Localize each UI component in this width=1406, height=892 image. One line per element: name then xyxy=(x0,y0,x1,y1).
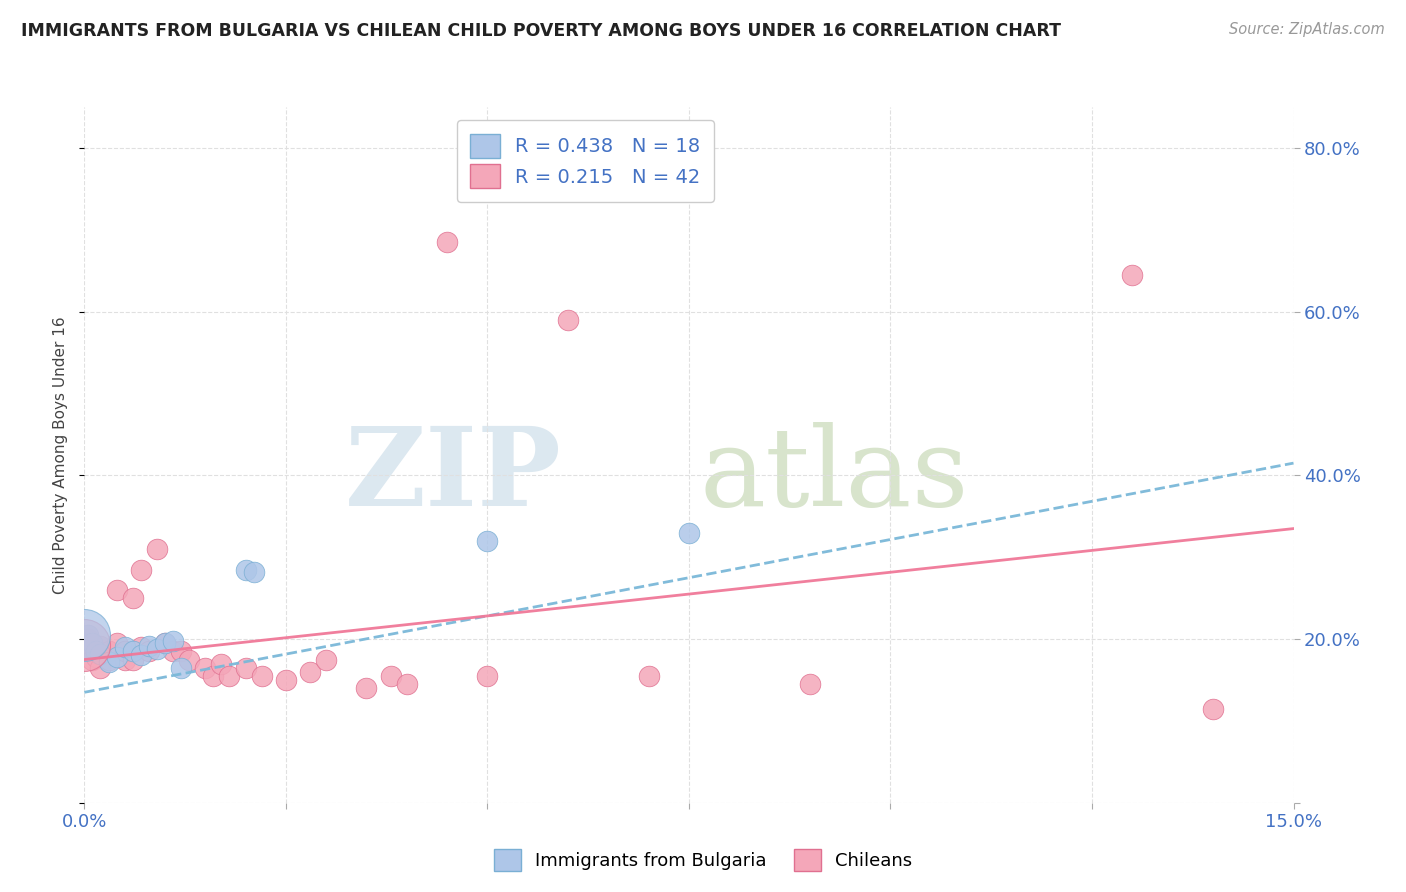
Point xyxy=(218,669,240,683)
Point xyxy=(153,636,176,650)
Text: IMMIGRANTS FROM BULGARIA VS CHILEAN CHILD POVERTY AMONG BOYS UNDER 16 CORRELATIO: IMMIGRANTS FROM BULGARIA VS CHILEAN CHIL… xyxy=(21,22,1062,40)
Point xyxy=(114,652,136,666)
Point xyxy=(1121,268,1143,282)
Point xyxy=(105,636,128,650)
Point xyxy=(477,533,499,548)
Point xyxy=(97,655,120,669)
Point xyxy=(82,652,104,666)
Point xyxy=(170,644,193,658)
Point xyxy=(356,681,378,696)
Text: atlas: atlas xyxy=(699,422,969,529)
Point xyxy=(146,542,169,557)
Point xyxy=(82,644,104,658)
Point xyxy=(395,677,418,691)
Point xyxy=(89,639,111,653)
Point xyxy=(73,628,96,642)
Point xyxy=(235,661,257,675)
Point xyxy=(162,633,184,648)
Point xyxy=(202,669,225,683)
Point xyxy=(114,644,136,658)
Point xyxy=(436,235,458,249)
Point xyxy=(86,650,108,665)
Point xyxy=(138,644,160,658)
Point xyxy=(274,673,297,687)
Legend: R = 0.438   N = 18, R = 0.215   N = 42: R = 0.438 N = 18, R = 0.215 N = 42 xyxy=(457,120,714,202)
Point xyxy=(114,640,136,655)
Point xyxy=(138,639,160,653)
Point xyxy=(637,669,659,683)
Point xyxy=(678,525,700,540)
Point xyxy=(170,661,193,675)
Point xyxy=(194,661,217,675)
Point xyxy=(89,647,111,661)
Point xyxy=(380,669,402,683)
Point xyxy=(77,628,100,642)
Point xyxy=(250,669,273,683)
Point xyxy=(105,650,128,665)
Point xyxy=(299,665,322,679)
Point xyxy=(242,565,264,579)
Point xyxy=(153,636,176,650)
Text: Source: ZipAtlas.com: Source: ZipAtlas.com xyxy=(1229,22,1385,37)
Legend: Immigrants from Bulgaria, Chileans: Immigrants from Bulgaria, Chileans xyxy=(486,842,920,879)
Point xyxy=(1202,701,1225,715)
Point xyxy=(146,641,169,656)
Point xyxy=(129,648,152,663)
Point xyxy=(86,644,108,658)
Point xyxy=(477,669,499,683)
Y-axis label: Child Poverty Among Boys Under 16: Child Poverty Among Boys Under 16 xyxy=(53,316,69,594)
Point xyxy=(89,661,111,675)
Point xyxy=(121,591,143,606)
Point xyxy=(235,562,257,576)
Point xyxy=(121,652,143,666)
Point xyxy=(799,677,821,691)
Point xyxy=(75,636,97,650)
Point xyxy=(105,582,128,597)
Point xyxy=(557,313,579,327)
Point xyxy=(315,652,337,666)
Point xyxy=(77,632,100,646)
Point xyxy=(121,644,143,658)
Point xyxy=(73,638,96,652)
Point xyxy=(179,652,201,666)
Point xyxy=(129,640,152,655)
Point xyxy=(162,644,184,658)
Point xyxy=(97,644,120,658)
Text: ZIP: ZIP xyxy=(346,422,562,529)
Point xyxy=(129,562,152,576)
Point xyxy=(82,636,104,650)
Point xyxy=(97,652,120,666)
Point xyxy=(209,657,232,671)
